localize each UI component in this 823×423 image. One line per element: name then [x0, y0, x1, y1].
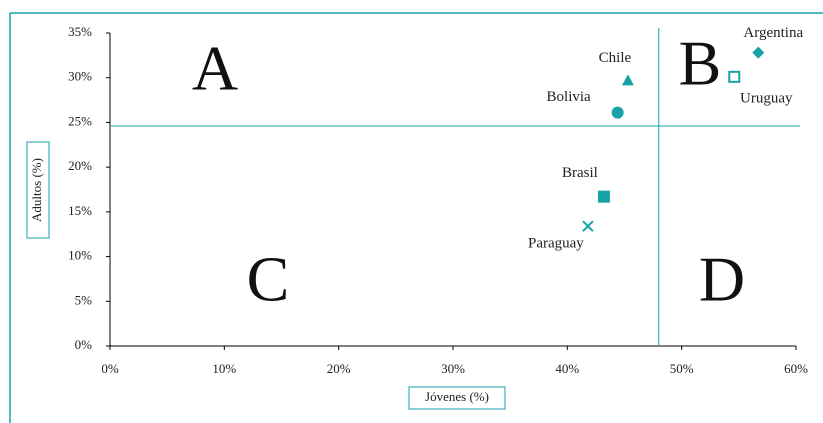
point [752, 46, 765, 59]
quadrant-label: A [192, 33, 238, 104]
point [582, 220, 594, 232]
point-label: Paraguay [528, 236, 584, 252]
y-tick-label: 5% [75, 292, 93, 307]
quadrant-label: D [699, 244, 745, 315]
x-tick-label: 40% [555, 361, 579, 376]
point [621, 74, 634, 86]
y-tick-label: 30% [68, 69, 92, 84]
point-label: Brasil [562, 165, 598, 181]
quadrant-label: C [247, 244, 290, 315]
x-tick-label: 20% [327, 361, 351, 376]
x-tick-label: 50% [670, 361, 694, 376]
y-tick-label: 0% [75, 337, 93, 352]
x-tick-label: 30% [441, 361, 465, 376]
point [728, 70, 741, 83]
y-tick-label: 15% [68, 203, 92, 218]
point-label: Argentina [743, 25, 803, 41]
y-label-box [26, 141, 50, 239]
point [597, 190, 610, 203]
y-tick-label: 20% [68, 158, 92, 173]
y-tick-label: 35% [68, 24, 92, 39]
y-tick-label: 10% [68, 248, 92, 263]
x-tick-label: 0% [101, 361, 119, 376]
x-tick-label: 60% [784, 361, 808, 376]
y-tick-label: 25% [68, 113, 92, 128]
point-label: Chile [599, 50, 632, 66]
x-label-box [408, 386, 506, 410]
point-label: Uruguay [740, 90, 793, 106]
quadrant-label: B [679, 28, 722, 99]
y-axis-label: Adultos (%) [29, 158, 44, 222]
point-label: Bolivia [547, 89, 592, 105]
point [611, 106, 624, 119]
x-axis-label: Jóvenes (%) [425, 389, 489, 404]
x-tick-label: 10% [212, 361, 236, 376]
